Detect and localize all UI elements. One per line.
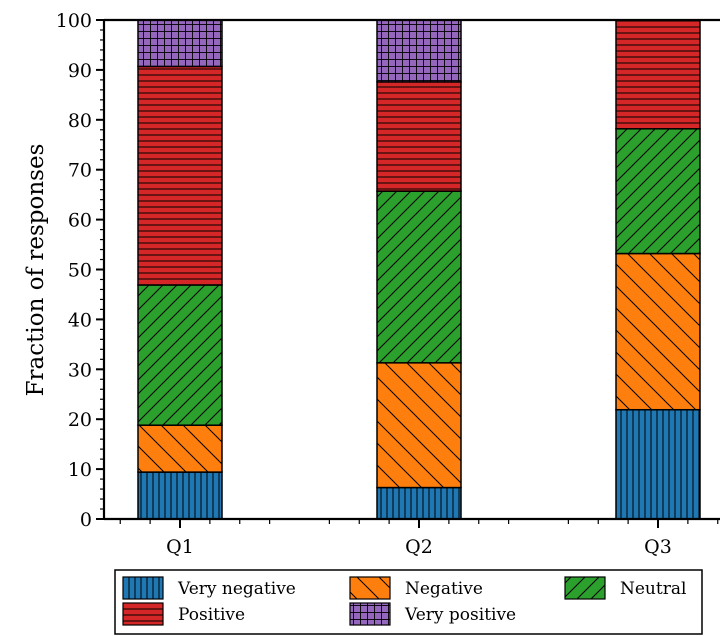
legend-swatch-positive: [122, 602, 164, 626]
x-axis-ticks: Q1 Q2 Q3: [119, 519, 719, 558]
y-tick-label: 20: [68, 409, 92, 431]
bar-segment-very-negative-q3: [615, 408, 701, 520]
bar-segment-very-positive-q1: [137, 19, 223, 68]
y-tick-label: 80: [68, 110, 92, 132]
legend-swatch-very-positive: [349, 602, 391, 626]
bar-segment-negative-q1: [137, 424, 223, 473]
legend-label-very-negative: Very negative: [177, 579, 296, 599]
legend-swatch-negative: [349, 576, 391, 600]
y-tick-label: 10: [68, 459, 92, 481]
bar-segment-positive-q2: [376, 81, 462, 192]
bar-segment-very-negative-q2: [376, 486, 462, 520]
bar-segment-positive-q1: [137, 65, 223, 286]
bar-segment-positive-q3: [615, 19, 701, 130]
legend: Very negative Negative Neutral Positive Very…: [114, 569, 703, 635]
y-axis-ticks: 0 10 20 30 40 50 60 70 80 90 100: [56, 10, 104, 531]
y-tick-label: 70: [68, 160, 92, 182]
y-tick-label: 30: [68, 359, 92, 381]
legend-label-very-positive: Very positive: [404, 605, 516, 625]
legend-label-positive: Positive: [178, 605, 245, 625]
y-tick-label: 40: [68, 309, 92, 331]
bar-segment-very-negative-q1: [137, 471, 223, 520]
y-tick-label: 100: [56, 10, 92, 32]
x-tick-label: Q2: [405, 536, 433, 558]
bar-segment-neutral-q3: [615, 128, 701, 255]
legend-label-neutral: Neutral: [620, 579, 686, 599]
x-tick-label: Q3: [644, 536, 672, 558]
bars: [137, 19, 701, 520]
legend-label-negative: Negative: [405, 579, 483, 599]
bar-segment-negative-q3: [615, 252, 701, 411]
bar-segment-neutral-q2: [376, 190, 462, 364]
bar-segment-negative-q2: [376, 362, 462, 489]
legend-swatch-neutral: [564, 576, 606, 600]
y-tick-label: 50: [68, 260, 92, 282]
y-axis-label: Fraction of responses: [23, 144, 49, 397]
bar-segment-very-positive-q2: [376, 19, 462, 83]
y-tick-label: 0: [80, 509, 92, 531]
y-tick-label: 90: [68, 60, 92, 82]
bar-segment-neutral-q1: [137, 284, 223, 426]
legend-swatch-very-negative: [122, 576, 164, 600]
x-tick-label: Q1: [166, 536, 194, 558]
y-tick-label: 60: [68, 210, 92, 232]
